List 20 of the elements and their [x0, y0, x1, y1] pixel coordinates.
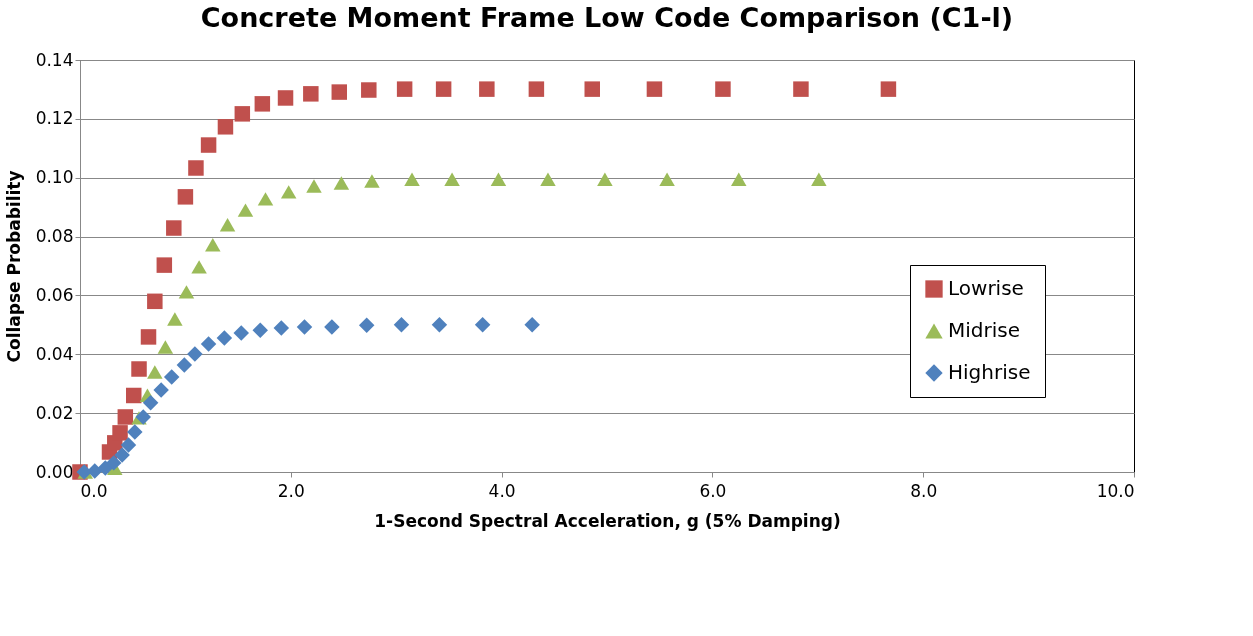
y-tick-label: 0.12	[35, 108, 74, 129]
x-tick-label: 10.0	[1096, 480, 1135, 501]
y-tick-label: 0.04	[35, 343, 74, 364]
x-tick-label: 0.0	[80, 480, 108, 501]
y-tick-label: 0.00	[35, 461, 74, 482]
x-tick-label: 6.0	[699, 480, 727, 501]
x-tick-label: 8.0	[910, 480, 938, 501]
y-axis-title: Collapse Probability	[3, 170, 24, 363]
y-tick-label: 0.02	[35, 402, 74, 423]
x-tick-label: 4.0	[488, 480, 516, 501]
y-tick-label: 0.14	[35, 49, 74, 70]
y-tick-label: 0.08	[35, 226, 74, 247]
y-tick-label: 0.06	[35, 284, 74, 305]
chart-title: Concrete Moment Frame Low Code Comparison (C1-l)	[200, 2, 1014, 33]
legend-label: Highrise	[948, 360, 1031, 384]
legend-label: Midrise	[948, 318, 1021, 342]
y-tick-label: 0.10	[35, 167, 74, 188]
legend-label: Lowrise	[948, 276, 1024, 300]
x-axis-title: 1-Second Spectral Acceleration, g (5% Damping)	[374, 510, 841, 531]
x-tick-label: 2.0	[277, 480, 305, 501]
